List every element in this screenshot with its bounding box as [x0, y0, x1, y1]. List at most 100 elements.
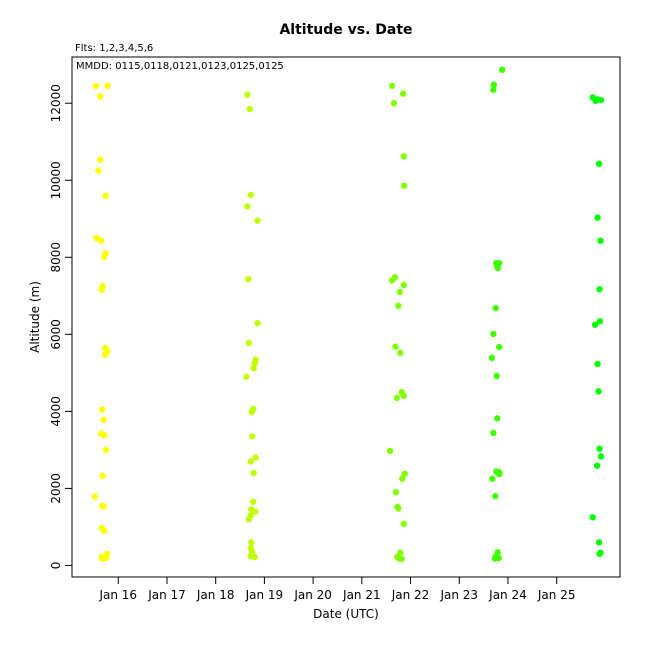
data-point: [401, 182, 408, 189]
data-point: [100, 503, 107, 510]
data-point: [395, 505, 402, 512]
data-point: [489, 475, 496, 482]
data-point: [102, 192, 109, 199]
data-point: [247, 458, 254, 465]
y-tick-label: 2000: [49, 473, 63, 504]
data-point: [246, 105, 253, 113]
data-point: [100, 432, 108, 439]
data-point: [100, 416, 107, 424]
data-point: [398, 555, 405, 563]
data-point: [488, 354, 496, 362]
chart-annotation: MMDD: 0115,0118,0121,0123,0125,0125: [76, 61, 284, 72]
data-point: [98, 286, 105, 294]
x-tick-label: Jan 24: [488, 588, 527, 602]
data-point: [248, 408, 255, 416]
data-point: [254, 217, 261, 224]
data-point: [596, 550, 603, 558]
data-point: [250, 498, 257, 506]
data-point: [250, 365, 257, 372]
data-point: [251, 360, 258, 367]
data-point: [98, 237, 105, 244]
data-point: [593, 462, 601, 469]
plot-frame: [71, 56, 621, 578]
data-point: [592, 97, 599, 105]
data-point: [392, 489, 400, 496]
data-point: [597, 453, 605, 460]
x-tick-label: Jan 16: [98, 588, 137, 602]
data-point: [248, 539, 255, 546]
data-point: [95, 167, 102, 174]
data-point: [252, 454, 259, 461]
data-point: [597, 237, 604, 244]
data-point: [99, 406, 106, 413]
data-point: [99, 555, 106, 562]
y-tick-label: 4000: [49, 396, 63, 427]
series-1: [91, 82, 111, 562]
data-point: [251, 553, 258, 561]
data-point: [594, 214, 601, 221]
data-point: [100, 527, 108, 534]
data-point: [490, 81, 498, 88]
data-point: [495, 470, 503, 478]
data-point: [99, 472, 106, 479]
y-tick-label: 12000: [49, 84, 63, 122]
data-point: [245, 276, 252, 283]
series-4: [488, 66, 506, 562]
data-point: [395, 302, 402, 310]
y-tick-label: 6000: [49, 319, 63, 350]
data-point: [597, 96, 605, 104]
series-5: [589, 94, 605, 558]
data-point: [400, 281, 407, 289]
data-point: [249, 433, 256, 440]
data-point: [245, 516, 253, 523]
data-point: [589, 514, 596, 521]
data-point: [386, 447, 394, 455]
data-point: [104, 82, 111, 90]
data-point: [595, 160, 603, 167]
data-point: [494, 264, 501, 272]
data-point: [492, 492, 499, 500]
chart-subtitle: Flts: 1,2,3,4,5,6: [75, 43, 153, 54]
data-point: [250, 469, 257, 477]
data-point: [595, 388, 602, 395]
x-tick-label: Jan 21: [342, 588, 381, 602]
y-axis: 0 2000 4000 6000 8000 10000 12000: [49, 84, 72, 569]
data-point: [244, 203, 251, 210]
data-point: [498, 66, 506, 73]
y-axis-label: Altitude (m): [28, 281, 42, 353]
x-tick-label: Jan 19: [245, 588, 284, 602]
x-tick-label: Jan 20: [293, 588, 332, 602]
y-tick-label: 10000: [49, 161, 63, 199]
data-point: [400, 392, 407, 400]
data-point: [396, 288, 404, 296]
data-point: [92, 82, 100, 90]
data-point: [492, 304, 499, 312]
data-point: [91, 493, 99, 500]
x-axis-label: Date (UTC): [313, 607, 379, 621]
data-point: [393, 394, 401, 402]
data-point: [102, 446, 110, 454]
data-point: [595, 539, 603, 546]
y-tick-label: 8000: [49, 242, 63, 273]
data-point: [388, 82, 396, 90]
x-tick-label: Jan 18: [196, 588, 235, 602]
x-tick-label: Jan 23: [439, 588, 478, 602]
data-point: [247, 191, 254, 199]
data-point: [400, 153, 407, 160]
data-point: [596, 286, 603, 293]
data-point: [400, 520, 407, 528]
data-point: [390, 100, 398, 107]
data-points: [91, 66, 605, 563]
data-point: [596, 445, 603, 452]
y-tick-label: 0: [49, 562, 63, 570]
data-point: [97, 156, 104, 164]
data-point: [244, 91, 251, 98]
data-point: [494, 415, 501, 422]
data-point: [490, 86, 497, 93]
data-point: [596, 318, 604, 325]
data-point: [397, 349, 404, 357]
data-point: [101, 351, 109, 358]
x-axis: Jan 16 Jan 17 Jan 18 Jan 19 Jan 20 Jan 21 Jan …: [98, 577, 575, 602]
data-point: [93, 234, 100, 242]
